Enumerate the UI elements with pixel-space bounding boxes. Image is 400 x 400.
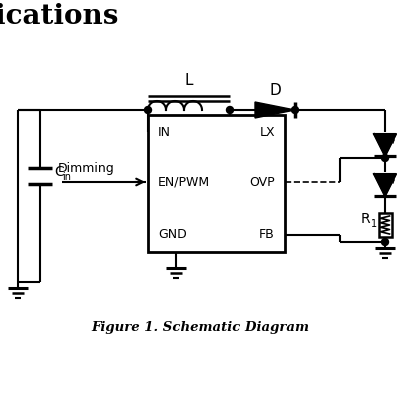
Text: R: R [360,212,370,226]
Text: L: L [185,73,193,88]
Text: LX: LX [259,126,275,138]
Circle shape [144,106,152,114]
Circle shape [292,106,298,114]
Text: in: in [62,172,71,182]
Polygon shape [255,102,295,118]
Text: D: D [269,83,281,98]
Bar [148,115,285,252]
Bar [378,213,392,237]
Text: IN: IN [158,126,171,138]
Circle shape [226,106,234,114]
Circle shape [382,238,388,246]
Text: ications: ications [0,3,118,30]
Polygon shape [374,174,396,196]
Text: 1: 1 [370,219,377,229]
Text: FB: FB [259,228,275,242]
Text: GND: GND [158,228,187,242]
Text: EN/PWM: EN/PWM [158,176,210,188]
Circle shape [382,154,388,162]
Text: Figure 1. Schematic Diagram: Figure 1. Schematic Diagram [91,322,309,334]
Text: C: C [54,165,64,179]
Text: Dimming: Dimming [58,162,115,175]
Text: OVP: OVP [249,176,275,188]
Polygon shape [374,134,396,156]
